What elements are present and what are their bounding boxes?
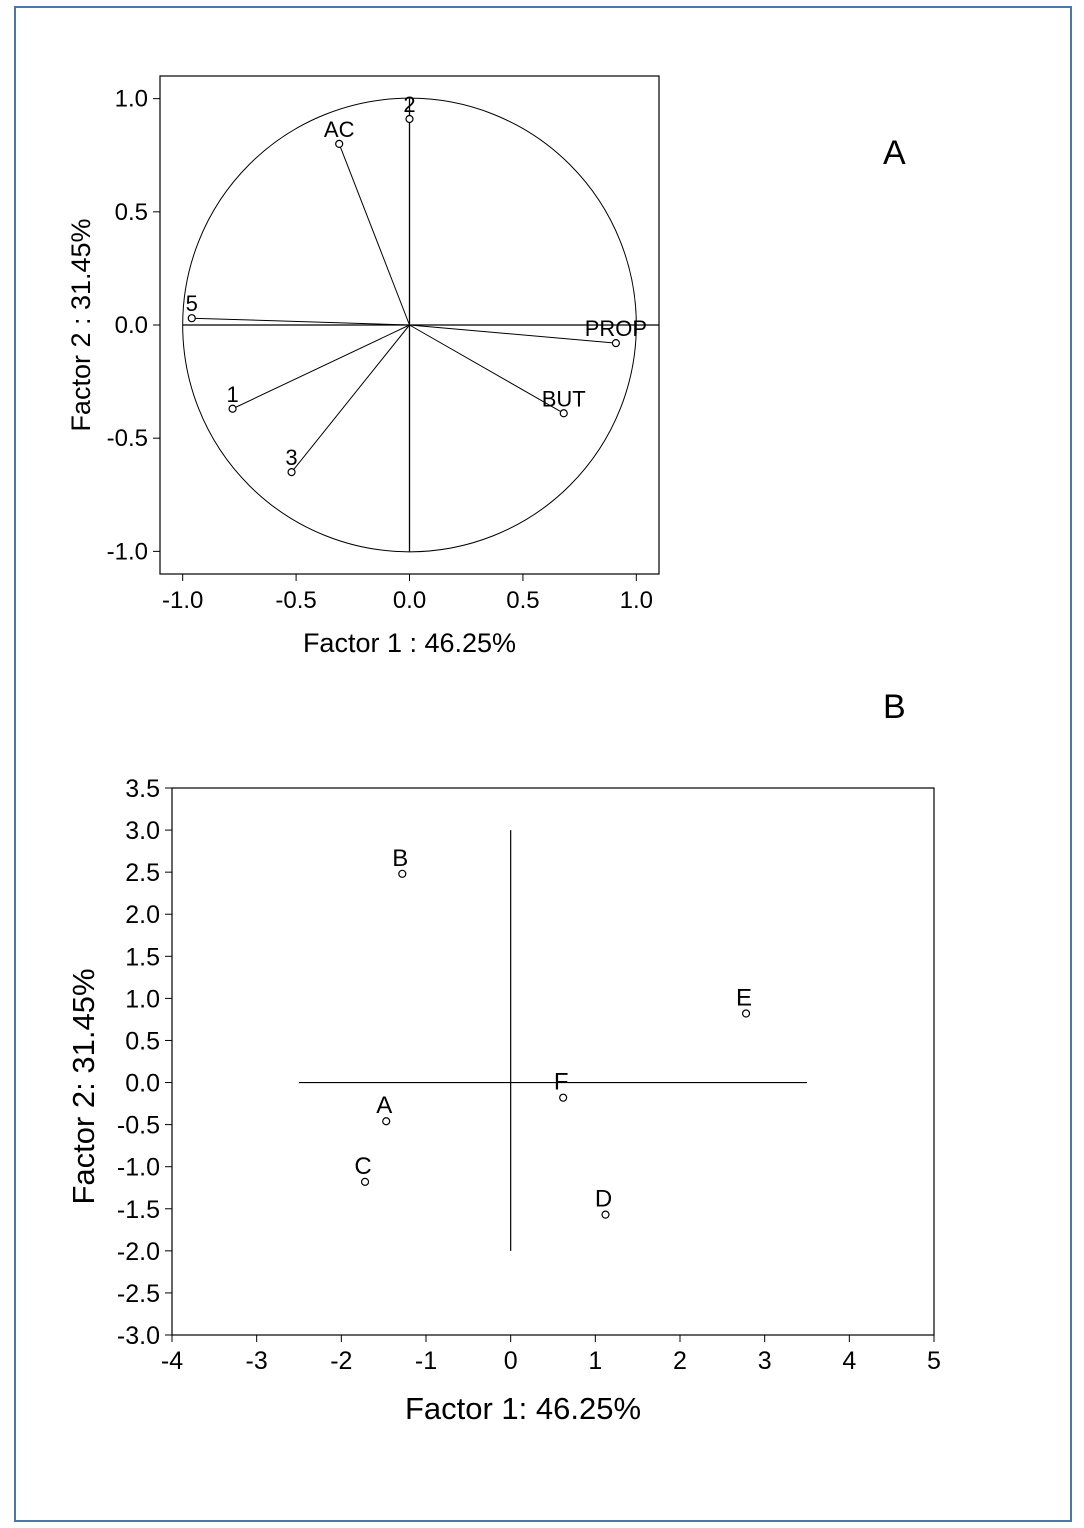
y-tick-label: 1.0 <box>115 86 148 113</box>
y-axis-label: Factor 2 : 31.45% <box>66 218 96 431</box>
y-tick-label: -0.5 <box>117 1112 160 1140</box>
score-point-label: B <box>392 845 408 872</box>
x-tick-label: 3 <box>758 1347 772 1375</box>
y-tick-label: -0.5 <box>107 425 148 452</box>
x-tick-label: 0.5 <box>506 587 539 614</box>
x-axis-label: Factor 1 : 46.25% <box>303 628 516 658</box>
x-tick-label: -3 <box>246 1347 268 1375</box>
y-tick-label: 2.0 <box>125 901 160 929</box>
y-tick-label: 2.5 <box>125 859 160 887</box>
x-tick-label: 1 <box>588 1347 602 1375</box>
loading-point <box>228 404 237 413</box>
y-tick-label: 0.0 <box>115 312 148 339</box>
y-tick-label: 1.5 <box>125 943 160 971</box>
x-tick-label: 4 <box>842 1347 856 1375</box>
loading-point-label: 5 <box>186 291 198 316</box>
y-tick-label: 1.0 <box>125 985 160 1013</box>
score-point <box>360 1177 370 1186</box>
x-tick-label: 0 <box>504 1347 518 1375</box>
y-tick-label: -2.0 <box>117 1238 160 1266</box>
loading-vector <box>232 324 410 410</box>
score-point <box>559 1093 568 1102</box>
y-tick-label: 0.5 <box>115 199 148 226</box>
loading-vector <box>338 143 410 326</box>
loading-point-label: 3 <box>285 445 297 470</box>
y-tick-label: -2.5 <box>117 1280 160 1308</box>
plot-area-border <box>171 787 935 1336</box>
loading-point-label: BUT <box>542 386 586 411</box>
score-point-label: E <box>736 985 752 1012</box>
x-axis-label: Factor 1: 46.25% <box>405 1391 641 1426</box>
loading-vector <box>409 324 616 344</box>
score-point <box>601 1210 610 1219</box>
y-tick-label: 3.5 <box>125 775 160 803</box>
loading-point <box>287 468 296 477</box>
loading-point-label: 1 <box>226 382 238 407</box>
panel-label-b: B <box>883 688 906 726</box>
x-tick-label: 0.0 <box>393 587 426 614</box>
y-tick-label: -3.0 <box>117 1322 160 1350</box>
score-point-label: A <box>376 1092 392 1119</box>
loading-point-label: AC <box>324 117 355 142</box>
loading-point-label: 2 <box>403 92 415 117</box>
score-point-label: D <box>595 1186 612 1213</box>
loading-point <box>559 409 568 418</box>
loading-point <box>335 139 344 149</box>
loading-vector <box>409 324 564 414</box>
loading-point <box>611 339 621 348</box>
y-axis-label: Factor 2: 31.45% <box>66 968 101 1204</box>
y-tick-label: 0.0 <box>125 1070 160 1098</box>
loading-vector <box>291 324 410 473</box>
score-point-label: C <box>354 1153 371 1180</box>
loading-plot-chart: -1.0 -0.5 0.0 0.5 1.0 1.0 0.5 0.0 -0.5 -1.0 Factor… <box>66 75 660 658</box>
loading-point <box>187 314 196 323</box>
x-tick-label: -0.5 <box>275 587 316 614</box>
y-tick-label: 0.5 <box>125 1027 160 1055</box>
figure-frame <box>14 6 1072 1522</box>
x-tick-label: -2 <box>330 1347 352 1375</box>
x-tick-label: 2 <box>673 1347 687 1375</box>
x-tick-label: -1.0 <box>162 587 203 614</box>
score-point-label: F <box>554 1069 569 1096</box>
x-tick-label: -1 <box>415 1347 437 1375</box>
loading-point <box>405 114 414 124</box>
loading-point-label: PROP <box>585 316 647 341</box>
x-tick-label: -4 <box>161 1347 183 1375</box>
y-tick-label: 3.0 <box>125 817 160 845</box>
y-tick-label: -1.5 <box>117 1196 160 1224</box>
x-tick-label: 5 <box>927 1347 941 1375</box>
score-point <box>398 869 407 878</box>
score-point <box>382 1117 391 1126</box>
x-tick-label: 1.0 <box>620 587 653 614</box>
panel-label-a: A <box>883 134 906 172</box>
score-point <box>741 1009 751 1018</box>
y-tick-label: -1.0 <box>107 538 148 565</box>
loading-vector <box>191 317 410 326</box>
y-tick-label: -1.0 <box>117 1154 160 1182</box>
